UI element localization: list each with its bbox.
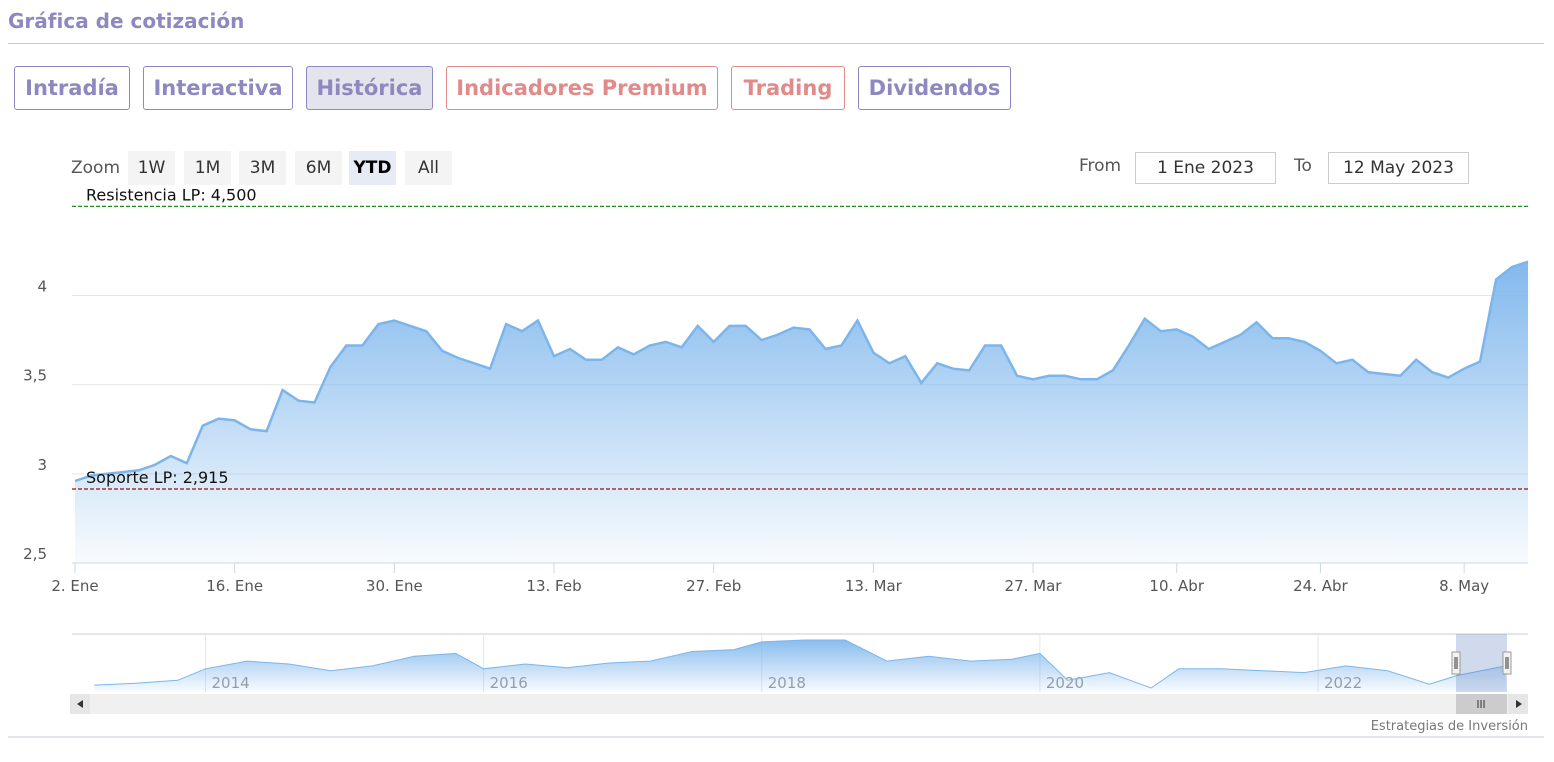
zoom-button[interactable]: 1M — [184, 151, 231, 185]
page-title: Gráfica de cotización — [8, 9, 245, 33]
navigator-area — [94, 640, 1506, 692]
zoom-button[interactable]: 3M — [239, 151, 286, 185]
navigator-handle[interactable] — [1502, 651, 1512, 675]
from-input[interactable]: 1 Ene 2023 — [1135, 152, 1276, 184]
divider — [8, 43, 1544, 44]
tab[interactable]: Intradía — [14, 66, 130, 110]
navigator-window — [1456, 634, 1507, 692]
handle-grip — [1505, 657, 1509, 669]
zoom-button[interactable]: 1W — [128, 151, 175, 185]
x-tick-label: 27. Mar — [1005, 577, 1063, 595]
y-tick-label: 2,5 — [23, 545, 47, 563]
arrow-right — [1516, 700, 1522, 708]
tab[interactable]: Interactiva — [143, 66, 293, 110]
arrow-left — [77, 700, 83, 708]
navigator-handle[interactable] — [1451, 651, 1461, 675]
thumb-grip — [1477, 700, 1485, 708]
y-tick-label: 4 — [37, 278, 47, 296]
x-tick-label: 13. Feb — [526, 577, 581, 595]
zoom-button[interactable]: 6M — [295, 151, 342, 185]
plot-line-label: Soporte LP: 2,915 — [86, 468, 229, 487]
area — [75, 261, 1528, 563]
x-tick-label: 10. Abr — [1149, 577, 1204, 595]
x-tick-label: 16. Ene — [206, 577, 263, 595]
x-tick-label: 30. Ene — [366, 577, 423, 595]
navigator-line — [94, 639, 1506, 689]
zoom-button[interactable]: All — [405, 151, 452, 185]
x-tick-label: 24. Abr — [1293, 577, 1348, 595]
x-tick-label: 27. Feb — [686, 577, 741, 595]
y-tick-label: 3 — [37, 456, 47, 474]
x-tick-label: 2. Ene — [51, 577, 98, 595]
to-input[interactable]: 12 May 2023 — [1328, 152, 1469, 184]
tab[interactable]: Histórica — [306, 66, 433, 110]
plot-line-label: Resistencia LP: 4,500 — [86, 185, 257, 204]
scrollbar-track — [70, 694, 1528, 714]
line — [74, 260, 1529, 483]
handle-grip — [1454, 657, 1458, 669]
zoom-label: Zoom — [71, 158, 121, 178]
to-label: To — [1294, 156, 1312, 176]
tab[interactable]: Trading — [731, 66, 845, 110]
x-tick-label: 8. May — [1439, 577, 1489, 595]
y-tick-label: 3,5 — [23, 367, 47, 385]
tab[interactable]: Dividendos — [858, 66, 1011, 110]
from-label: From — [1079, 156, 1122, 176]
credits: Estrategias de Inversión — [1371, 719, 1528, 734]
zoom-button[interactable]: YTD — [349, 151, 396, 185]
x-tick-label: 13. Mar — [845, 577, 903, 595]
tab[interactable]: Indicadores Premium — [446, 66, 718, 110]
